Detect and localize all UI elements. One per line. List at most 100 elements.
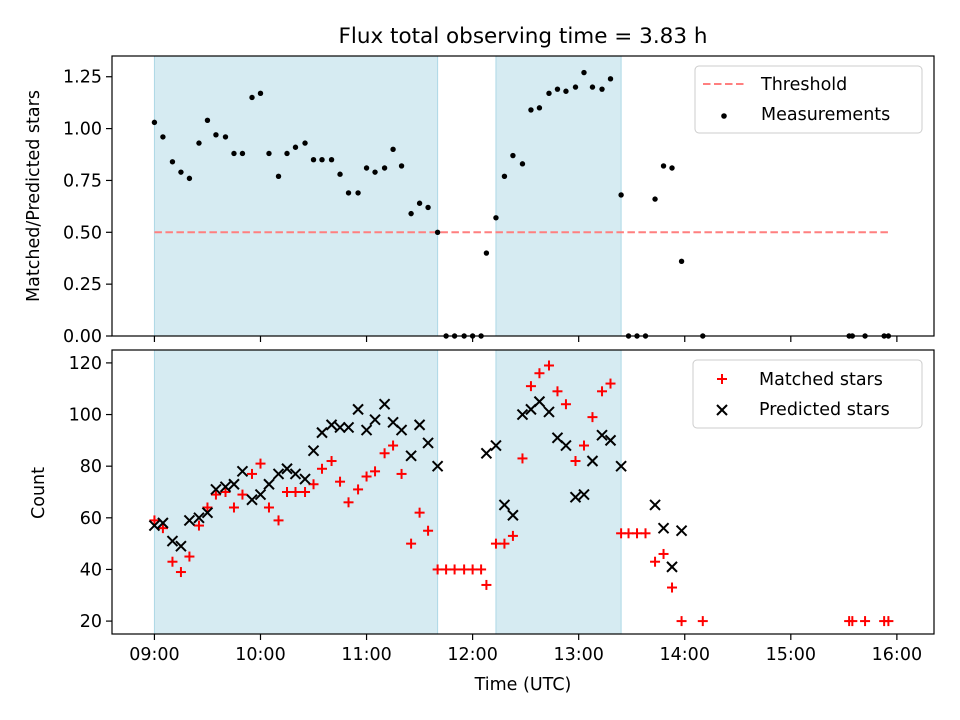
matched-star-point — [499, 538, 510, 549]
bottom-y-axis-label: Count — [29, 467, 49, 519]
measurement-point — [204, 117, 211, 123]
matched-star-point — [353, 484, 364, 495]
predicted-star-point — [246, 494, 258, 506]
measurement-point — [213, 132, 219, 138]
top-panel: 0.00 0.25 0.50 0.75 1.00 1.25 Matched/Predict… — [24, 55, 935, 347]
predicted-star-point — [342, 421, 355, 434]
predicted-star-point — [615, 460, 627, 472]
predicted-star-point — [560, 439, 572, 452]
matched-star-point — [282, 487, 293, 497]
predicted-star-point — [498, 499, 511, 511]
matched-star-point — [632, 528, 643, 539]
predicted-star-point — [299, 473, 311, 485]
bottom-matched-points — [149, 360, 894, 627]
predicted-star-point — [334, 421, 346, 434]
y-tick-label: 60 — [80, 509, 102, 529]
bottom-x-ticks: 09:00 10:00 11:00 12:00 13:00 14:00 15:00 16:00 — [129, 634, 922, 665]
bottom-legend-box — [692, 359, 923, 429]
legend-matched-swatch — [717, 374, 727, 384]
matched-star-point — [210, 489, 221, 500]
predicted-star-point — [543, 406, 555, 418]
matched-star-point — [570, 456, 581, 467]
bottom-panel: 20 40 60 80 100 120 09:00 10:00 11:00 12:00 13:00… — [29, 349, 935, 695]
measurement-point — [292, 144, 299, 150]
predicted-star-point — [578, 488, 590, 501]
predicted-star-point — [431, 460, 444, 472]
measurement-point — [222, 134, 229, 140]
measurement-point — [408, 210, 414, 217]
matched-star-point — [343, 497, 354, 508]
x-tick-label: 16:00 — [872, 645, 922, 665]
bottom-axes-frame — [111, 349, 935, 635]
measurement-point — [363, 165, 370, 171]
top-y-ticks: 0.00 0.25 0.50 0.75 1.00 1.25 — [63, 68, 112, 347]
measurement-point — [231, 150, 237, 157]
measurement-point — [178, 169, 184, 175]
predicted-star-point — [263, 478, 275, 490]
predicted-star-point — [148, 519, 161, 532]
measurement-point — [275, 173, 282, 179]
matched-star-point — [220, 487, 231, 497]
measurement-point — [302, 140, 308, 146]
measurement-point — [249, 94, 255, 101]
observing-span — [153, 55, 439, 337]
x-tick-label: 11:00 — [341, 645, 391, 665]
y-tick-label: 120 — [69, 354, 102, 374]
measurement-point — [434, 229, 441, 235]
matched-star-point — [697, 616, 708, 627]
matched-star-point — [432, 564, 443, 575]
measurement-point — [519, 161, 526, 167]
measurement-point — [310, 157, 317, 163]
predicted-star-point — [516, 408, 529, 421]
measurement-point — [196, 140, 202, 146]
predicted-star-point — [405, 450, 417, 462]
predicted-star-point — [569, 491, 582, 503]
matched-star-point — [228, 502, 239, 513]
legend-threshold-label: Threshold — [760, 75, 847, 95]
matched-star-point — [414, 507, 425, 518]
predicted-star-point — [360, 424, 373, 436]
predicted-star-point — [272, 468, 285, 480]
matched-star-point — [449, 564, 460, 575]
matched-star-point — [847, 616, 858, 627]
y-tick-label: 0.00 — [63, 327, 102, 347]
measurement-point — [151, 119, 158, 126]
matched-star-point — [202, 502, 213, 513]
y-tick-label: 1.25 — [63, 68, 102, 88]
measurement-point — [398, 163, 405, 169]
measurement-point — [257, 90, 264, 97]
matched-star-point — [543, 360, 554, 371]
predicted-star-point — [157, 517, 169, 529]
matched-star-point — [361, 471, 372, 482]
matched-star-point — [326, 456, 337, 467]
matched-star-point — [441, 564, 452, 575]
top-axes-frame — [111, 55, 935, 337]
measurement-point — [186, 175, 193, 182]
matched-star-point — [406, 538, 417, 549]
matched-star-point — [255, 458, 266, 469]
top-legend: Threshold Measurements — [694, 65, 923, 134]
matched-star-point — [290, 487, 301, 497]
y-tick-label: 80 — [80, 457, 102, 477]
matched-star-point — [184, 551, 195, 562]
x-tick-label: 12:00 — [447, 645, 497, 665]
bottom-y-ticks: 20 40 60 80 100 120 — [69, 354, 112, 632]
measurement-point — [493, 215, 499, 221]
matched-star-point — [370, 466, 381, 477]
legend-plus-marker — [717, 374, 727, 384]
legend-measurements-swatch — [721, 113, 727, 119]
observing-span — [495, 55, 622, 337]
legend-predicted-swatch — [716, 404, 728, 416]
measurement-point — [319, 157, 325, 163]
x-axis-label: Time (UTC) — [474, 675, 572, 695]
predicted-star-point — [219, 481, 232, 493]
measurement-point — [536, 105, 543, 111]
predicted-star-point — [236, 465, 249, 478]
measurement-point — [381, 165, 388, 171]
matched-star-point — [490, 538, 501, 549]
predicted-star-point — [175, 540, 187, 552]
predicted-star-point — [289, 468, 302, 480]
y-tick-label: 100 — [69, 406, 102, 426]
matched-star-point — [883, 616, 894, 627]
